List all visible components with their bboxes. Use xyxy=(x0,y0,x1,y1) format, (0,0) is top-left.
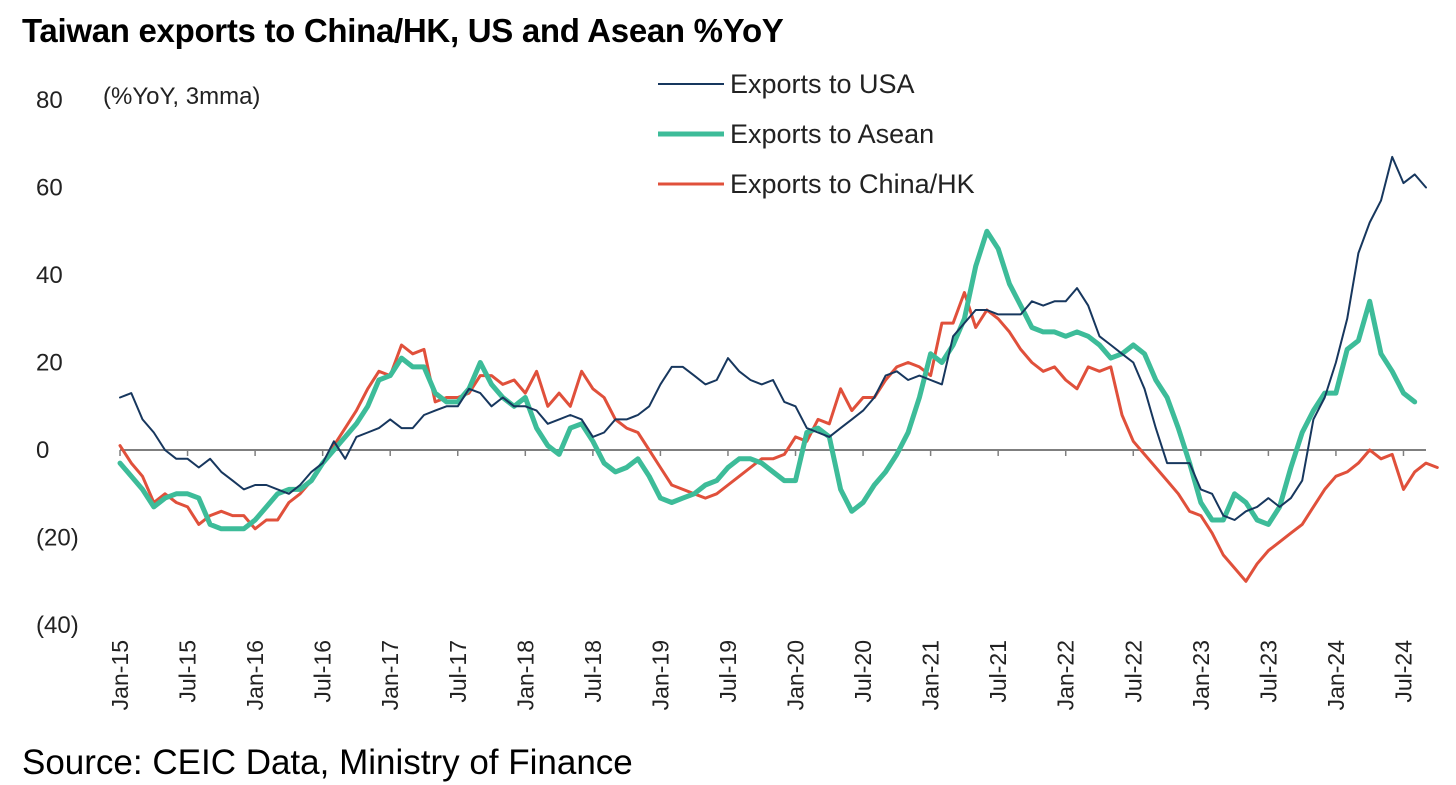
legend-label-exports-to-usa: Exports to USA xyxy=(730,69,915,99)
y-tick-label: 60 xyxy=(36,175,63,202)
x-tick-label: Jan-17 xyxy=(377,640,403,710)
series-line-exports-to-china-hk xyxy=(118,291,1439,583)
y-tick-label: (40) xyxy=(36,612,79,639)
x-tick-label: Jul-21 xyxy=(985,640,1011,703)
series-lines xyxy=(117,155,1439,583)
x-tick-label: Jan-20 xyxy=(783,640,809,710)
series-line-exports-to-usa xyxy=(119,155,1427,521)
x-tick-label: Jul-19 xyxy=(715,640,741,703)
x-tick-label: Jul-24 xyxy=(1390,640,1416,703)
legend-label-exports-to-china-hk: Exports to China/HK xyxy=(730,169,975,199)
x-tick-label: Jul-16 xyxy=(310,640,336,703)
legend-label-exports-to-asean: Exports to Asean xyxy=(730,119,934,149)
x-tick-label: Jul-15 xyxy=(175,640,201,703)
x-tick-label: Jan-19 xyxy=(647,640,673,710)
y-axis: 80 60 40 20 0 (20) (40) xyxy=(36,87,79,639)
x-axis-tick-marks xyxy=(119,450,1405,456)
chart-title: Taiwan exports to China/HK, US and Asean… xyxy=(22,12,784,49)
x-tick-label: Jul-17 xyxy=(445,640,471,703)
x-tick-label: Jan-18 xyxy=(512,640,538,710)
y-tick-label: 80 xyxy=(36,87,63,114)
x-tick-label: Jul-23 xyxy=(1255,640,1281,703)
source-note: Source: CEIC Data, Ministry of Finance xyxy=(22,743,633,782)
x-tick-label: Jan-16 xyxy=(242,640,268,710)
x-tick-label: Jul-20 xyxy=(850,640,876,703)
x-tick-label: Jan-22 xyxy=(1053,640,1079,710)
x-tick-label: Jan-24 xyxy=(1323,640,1349,711)
y-tick-label: 0 xyxy=(36,437,49,464)
y-axis-unit-label: (%YoY, 3mma) xyxy=(103,83,260,110)
series-line-exports-to-asean xyxy=(117,228,1418,532)
x-tick-label: Jan-21 xyxy=(918,640,944,710)
legend: Exports to USA Exports to Asean Exports to… xyxy=(658,69,975,199)
x-tick-label: Jan-15 xyxy=(107,640,133,710)
y-tick-label: (20) xyxy=(36,525,79,552)
x-tick-label: Jul-22 xyxy=(1120,640,1146,703)
x-tick-label: Jan-23 xyxy=(1188,640,1214,710)
x-tick-label: Jul-18 xyxy=(580,640,606,703)
y-tick-label: 20 xyxy=(36,350,63,377)
x-axis: Jan-15 Jul-15 Jan-16 Jul-16 Jan-17 Jul-17 Jan-… xyxy=(107,640,1416,711)
y-tick-label: 40 xyxy=(36,262,63,289)
